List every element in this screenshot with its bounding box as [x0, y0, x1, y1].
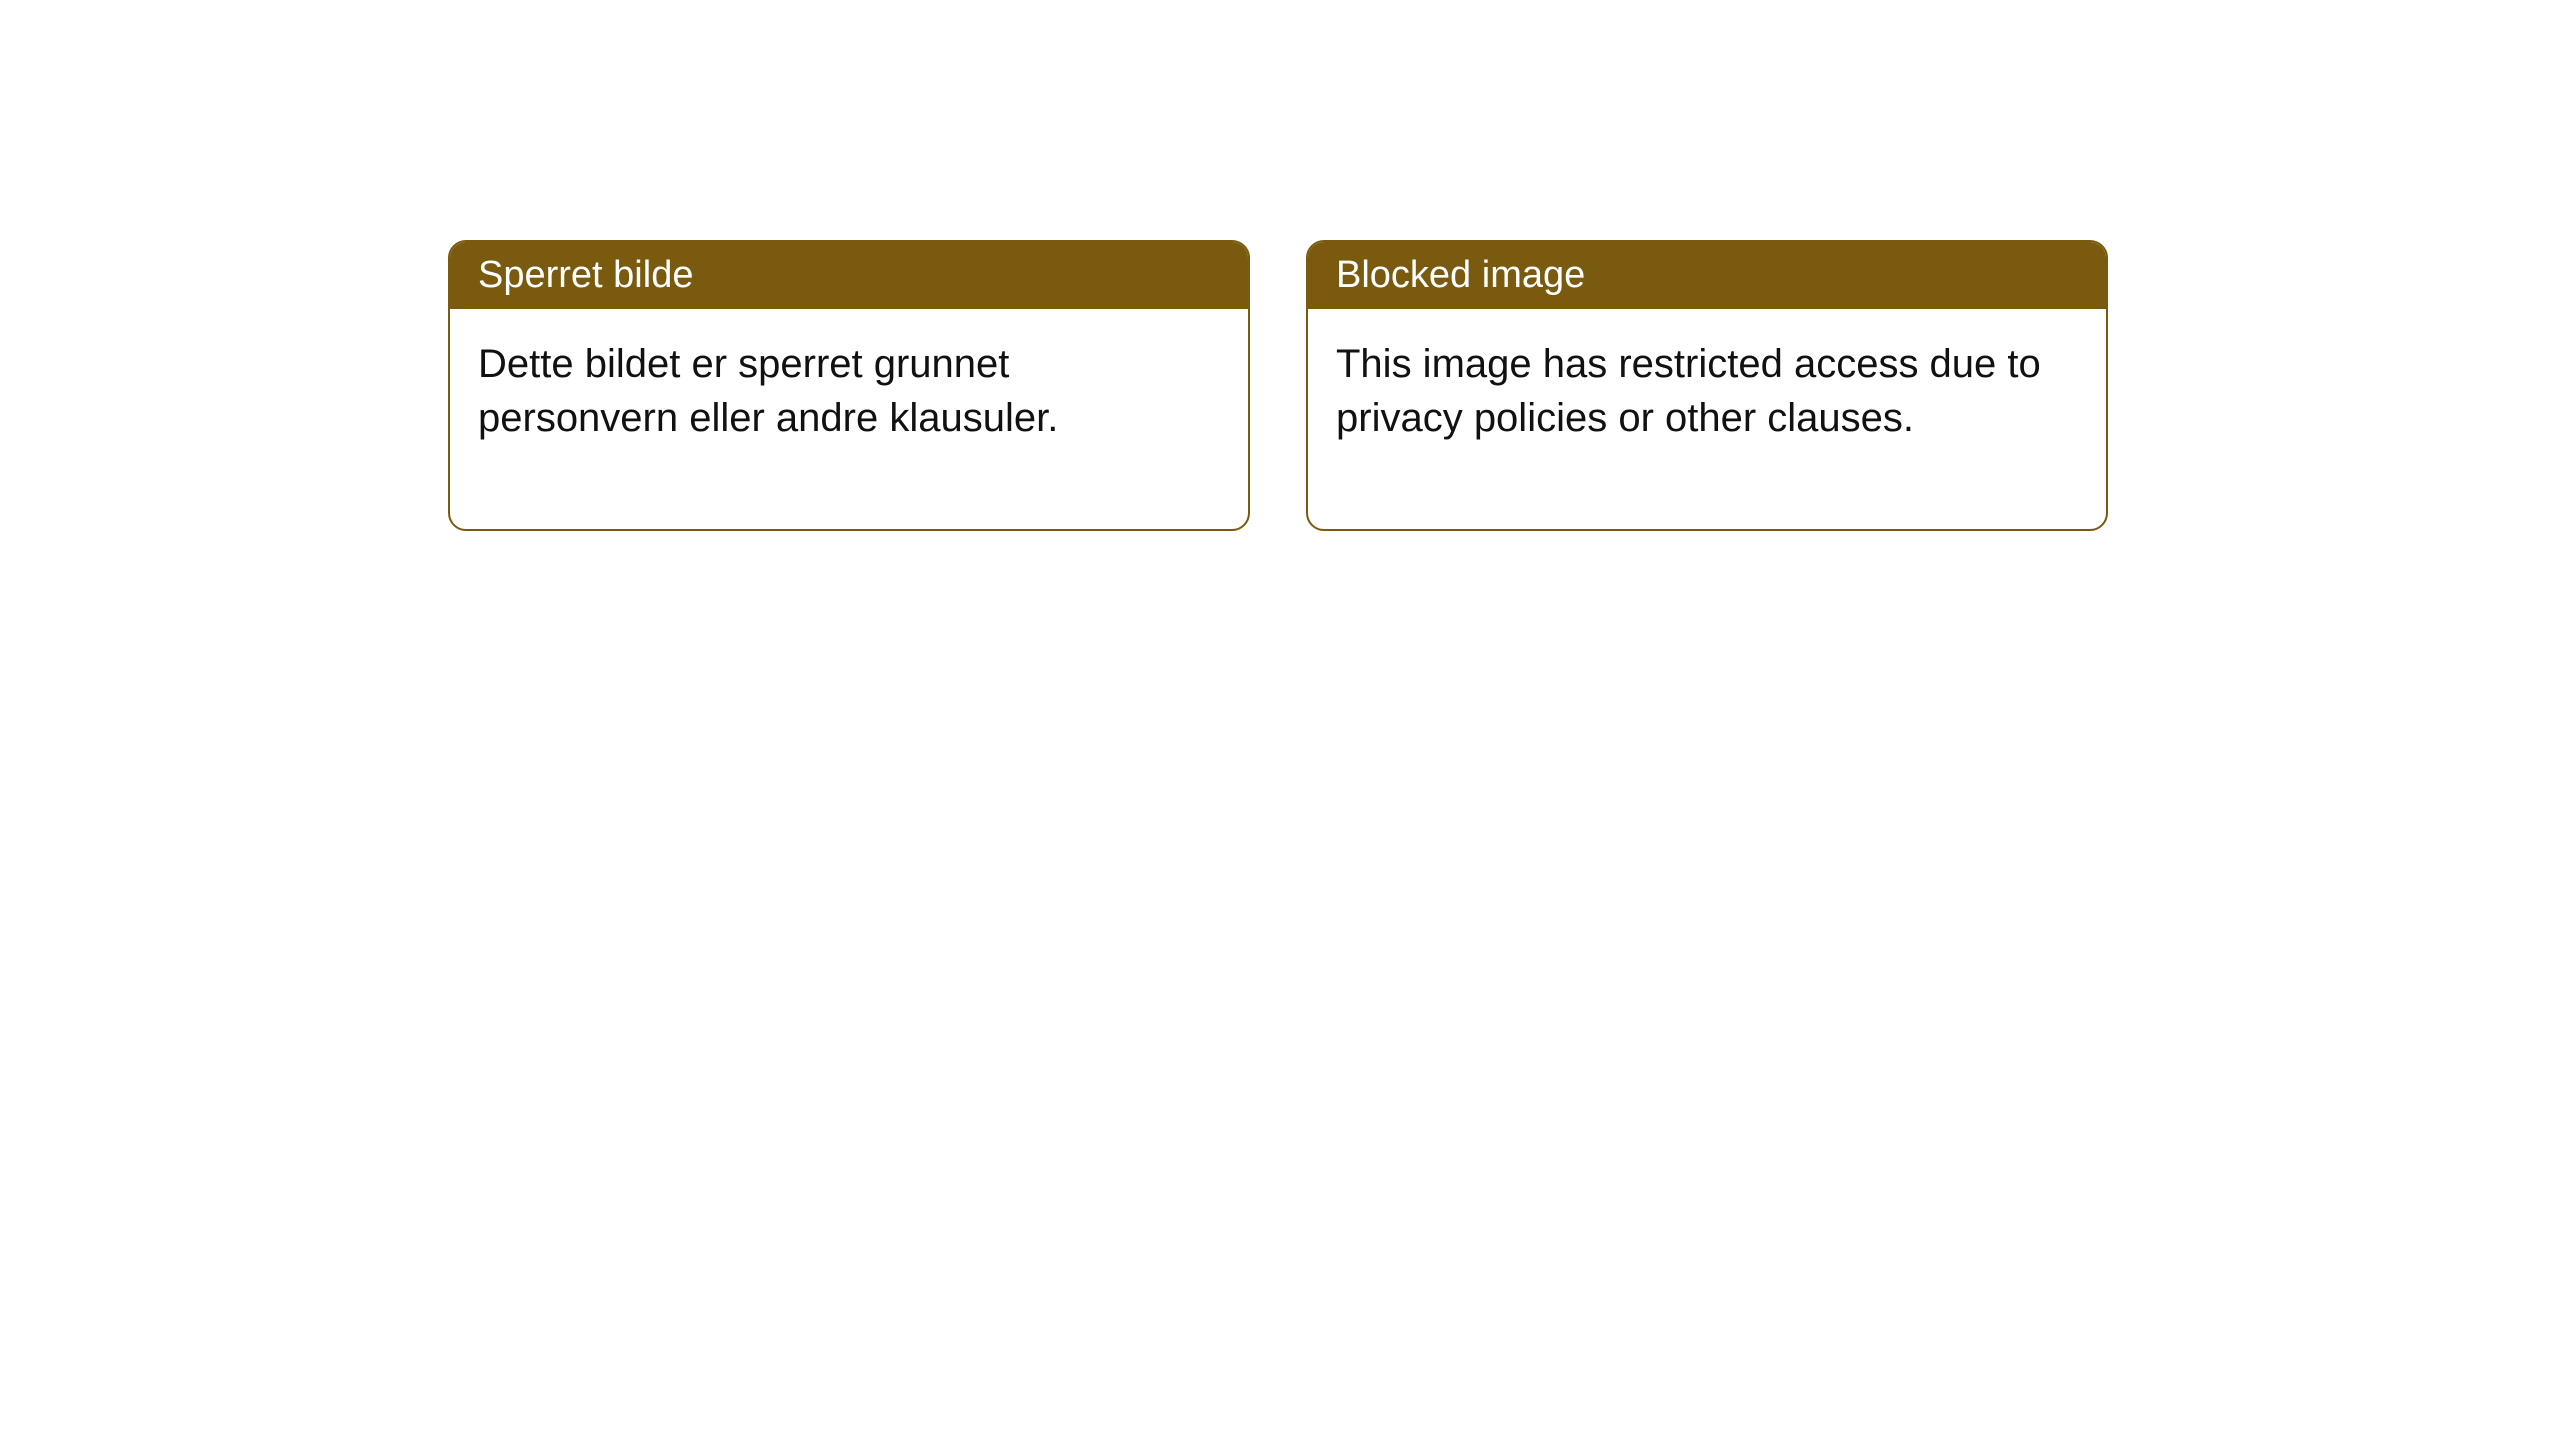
- notice-text-english: This image has restricted access due to …: [1336, 342, 2041, 440]
- notice-container: Sperret bilde Dette bildet er sperret gr…: [448, 240, 2108, 531]
- notice-body-english: This image has restricted access due to …: [1308, 309, 2106, 529]
- notice-header-norwegian: Sperret bilde: [450, 242, 1248, 309]
- notice-title-english: Blocked image: [1336, 254, 1585, 296]
- notice-body-norwegian: Dette bildet er sperret grunnet personve…: [450, 309, 1248, 529]
- notice-text-norwegian: Dette bildet er sperret grunnet personve…: [478, 342, 1058, 440]
- notice-title-norwegian: Sperret bilde: [478, 254, 693, 296]
- notice-header-english: Blocked image: [1308, 242, 2106, 309]
- notice-box-norwegian: Sperret bilde Dette bildet er sperret gr…: [448, 240, 1250, 531]
- notice-box-english: Blocked image This image has restricted …: [1306, 240, 2108, 531]
